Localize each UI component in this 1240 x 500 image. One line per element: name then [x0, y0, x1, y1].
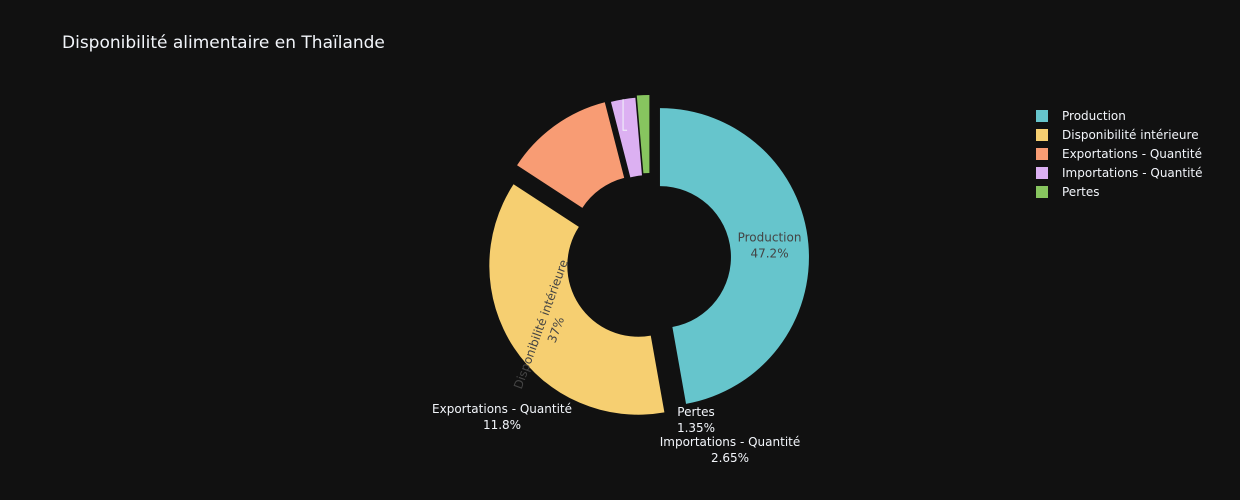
label-leader-line: [622, 99, 628, 131]
legend-swatch: [1036, 147, 1048, 160]
slice-label-percent: 47.2%: [750, 246, 788, 260]
legend-label: Disponibilité intérieure: [1062, 127, 1199, 142]
slice-pertes[interactable]: [636, 95, 650, 174]
slice-label-percent: 1.35%: [677, 421, 715, 435]
slice-exportations-quantit-[interactable]: [517, 102, 625, 208]
slice-label-name: Pertes: [677, 405, 714, 419]
legend-label: Exportations - Quantité: [1062, 146, 1202, 161]
legend-label: Pertes: [1062, 184, 1100, 199]
chart-title: Disponibilité alimentaire en Thaïlande: [62, 33, 385, 53]
legend-item-pertes[interactable]: Pertes: [1036, 182, 1203, 201]
slice-label-name: Exportations - Quantité: [432, 402, 572, 416]
legend[interactable]: Production Disponibilité intérieure Expo…: [1036, 106, 1203, 201]
slice-production[interactable]: [659, 108, 809, 404]
legend-swatch: [1036, 166, 1048, 179]
legend-label: Importations - Quantité: [1062, 165, 1203, 180]
slice-importations-quantit-[interactable]: [610, 97, 642, 178]
legend-item-production[interactable]: Production: [1036, 106, 1203, 125]
slice-label-name: Importations - Quantité: [660, 435, 801, 449]
legend-item-importations[interactable]: Importations - Quantité: [1036, 163, 1203, 182]
legend-item-exportations[interactable]: Exportations - Quantité: [1036, 144, 1203, 163]
slice-disponibilit-int-rieure[interactable]: [489, 184, 665, 415]
slice-label-name: Production: [738, 230, 802, 244]
legend-swatch: [1036, 109, 1048, 122]
slice-label-percent: 2.65%: [711, 451, 749, 465]
slice-label-percent: 11.8%: [483, 418, 521, 432]
legend-swatch: [1036, 128, 1048, 141]
legend-swatch: [1036, 185, 1048, 198]
legend-label: Production: [1062, 108, 1126, 123]
legend-item-disponibilite[interactable]: Disponibilité intérieure: [1036, 125, 1203, 144]
